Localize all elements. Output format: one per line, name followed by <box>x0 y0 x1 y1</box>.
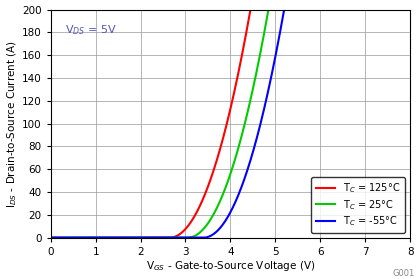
T$_C$ = -55°C <box>408 8 413 11</box>
T$_C$ = 25°C <box>266 8 271 11</box>
Text: V$_{DS}$ = 5V: V$_{DS}$ = 5V <box>65 23 117 37</box>
T$_C$ = 125°C <box>199 200 204 204</box>
T$_C$ = 125°C <box>379 8 384 11</box>
T$_C$ = 25°C <box>219 196 224 199</box>
T$_C$ = -55°C <box>199 236 204 239</box>
Legend: T$_C$ = 125°C, T$_C$ = 25°C, T$_C$ = -55°C: T$_C$ = 125°C, T$_C$ = 25°C, T$_C$ = -55… <box>311 177 405 233</box>
Line: T$_C$ = 125°C: T$_C$ = 125°C <box>51 9 410 238</box>
T$_C$ = 125°C <box>397 8 402 11</box>
Line: T$_C$ = 25°C: T$_C$ = 25°C <box>51 9 410 238</box>
T$_C$ = 125°C <box>248 8 253 11</box>
T$_C$ = 125°C <box>309 8 314 11</box>
T$_C$ = -55°C <box>48 236 53 239</box>
T$_C$ = 125°C <box>202 194 207 197</box>
T$_C$ = 25°C <box>202 226 207 229</box>
T$_C$ = 125°C <box>48 236 53 239</box>
T$_C$ = -55°C <box>202 236 207 239</box>
Line: T$_C$ = -55°C: T$_C$ = -55°C <box>51 9 410 238</box>
T$_C$ = -55°C <box>309 8 314 11</box>
X-axis label: V$_{GS}$ - Gate-to-Source Voltage (V): V$_{GS}$ - Gate-to-Source Voltage (V) <box>146 259 315 273</box>
T$_C$ = -55°C <box>397 8 402 11</box>
T$_C$ = 25°C <box>309 8 314 11</box>
Y-axis label: I$_{DS}$ - Drain-to-Source Current (A): I$_{DS}$ - Drain-to-Source Current (A) <box>5 40 19 208</box>
T$_C$ = -55°C <box>282 8 287 11</box>
T$_C$ = 25°C <box>48 236 53 239</box>
Text: G001: G001 <box>393 269 415 278</box>
T$_C$ = 25°C <box>199 229 204 232</box>
T$_C$ = 125°C <box>219 142 224 146</box>
T$_C$ = 125°C <box>408 8 413 11</box>
T$_C$ = 25°C <box>408 8 413 11</box>
T$_C$ = -55°C <box>379 8 384 11</box>
T$_C$ = 25°C <box>379 8 384 11</box>
T$_C$ = -55°C <box>219 225 224 228</box>
T$_C$ = 25°C <box>397 8 402 11</box>
